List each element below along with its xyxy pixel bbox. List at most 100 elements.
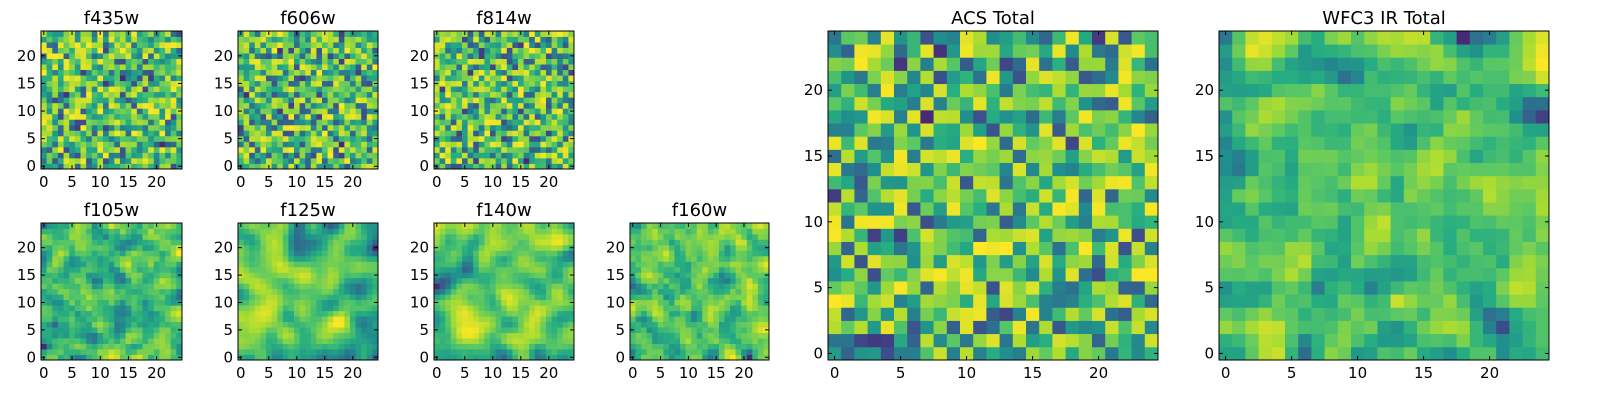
heatmap-cell [445,305,452,312]
heatmap-cell [462,228,468,235]
heatmap-cell [1144,254,1159,269]
heatmap-cell [490,146,496,153]
heatmap-cell [680,332,686,339]
heatmap-cell [74,299,81,306]
heatmap-cell [148,294,155,301]
heatmap-cell [260,86,267,93]
heatmap-cells [630,223,770,361]
heatmap-cell [668,250,675,257]
heatmap-cell [148,299,155,306]
heatmap-cell [170,305,177,312]
heatmap-cell [119,250,126,257]
heatmap-cell [238,283,244,290]
heatmap-cell [103,42,110,48]
heatmap-cell [473,349,480,355]
heatmap-cell [327,354,334,361]
heatmap-cell [551,349,558,355]
heatmap-cell [271,327,278,333]
heatmap-cell [119,255,126,262]
heatmap-cell [523,354,530,361]
heatmap-cell [467,283,474,290]
heatmap-cell [260,255,267,262]
heatmap-cell [1092,320,1106,335]
heatmap-cell [159,152,166,159]
heatmap-cell [327,250,334,257]
heatmap-cell [473,332,480,339]
heatmap-cell [484,233,491,240]
heatmap-cell [1105,267,1119,282]
heatmap-cell [562,294,569,301]
heatmap-cell [322,343,328,350]
heatmap-cell [920,241,934,256]
heatmap-cell [646,332,653,339]
heatmap-cell [540,255,547,262]
heatmap-cell [534,332,541,339]
heatmap-cell [361,288,368,295]
heatmap-cell [80,97,87,104]
heatmap-cell [69,124,76,131]
heatmap-cell [439,86,446,93]
heatmap-cell [529,152,536,159]
heatmap-cell [260,69,267,76]
y-tick-label: 10 [606,293,625,311]
heatmap-cell [350,233,356,240]
heatmap-cell [512,228,519,235]
heatmap-cell [752,343,759,350]
heatmap-cell [69,255,76,262]
heatmap-cell [635,223,642,229]
heatmap-cell [80,299,87,306]
heatmap-cell [867,294,882,308]
heatmap-cell [176,42,183,48]
heatmap-cell [108,283,115,290]
heatmap-cell [696,343,703,350]
heatmap-cell [501,75,508,82]
heatmap-cell [136,305,143,312]
heatmap-cell [1105,241,1119,256]
heatmap-cell [534,80,541,87]
heatmap-cell [294,108,300,115]
heatmap-cell [299,255,306,262]
heatmap-cell [260,80,267,87]
heatmap-cell [551,58,558,65]
heatmap-cell [114,86,121,93]
heatmap-cell [867,333,882,348]
heatmap-cell [568,305,575,312]
heatmap-cell [467,31,474,37]
heatmap-cell [165,141,172,148]
heatmap-cell [691,261,698,268]
heatmap-cell [344,31,351,37]
heatmap-cell [894,175,908,190]
heatmap-cell [462,233,468,240]
heatmap-cell [86,261,93,268]
heatmap-cell [473,261,480,268]
heatmap-cell [254,228,261,235]
heatmap-cell [136,354,143,361]
heatmap-cell [153,42,160,48]
heatmap-cell [294,124,300,131]
heatmap-cell [136,119,143,126]
heatmap-cell [450,113,457,120]
heatmap-cell [74,146,81,153]
heatmap-cell [282,327,289,333]
heatmap-cell [501,349,508,355]
heatmap-cell [854,333,868,348]
heatmap-cell [271,141,278,148]
heatmap-cell [450,58,457,65]
heatmap-cell [355,64,362,71]
heatmap-cell [333,277,340,284]
heatmap-cell [551,97,558,104]
heatmap-cell [735,244,742,251]
heatmap-cell [456,146,463,153]
heatmap-cell [344,255,351,262]
heatmap-cell [266,250,272,257]
heatmap-cell [372,86,379,93]
heatmap-cell [294,305,300,312]
heatmap-cell [63,343,70,350]
heatmap-cell [746,310,753,317]
heatmap-cell [249,91,256,98]
heatmap-cell [266,343,272,350]
heatmap-cell [136,157,143,164]
heatmap-cell [450,135,457,142]
heatmap-cell [350,244,356,251]
heatmap-cell [366,288,373,295]
